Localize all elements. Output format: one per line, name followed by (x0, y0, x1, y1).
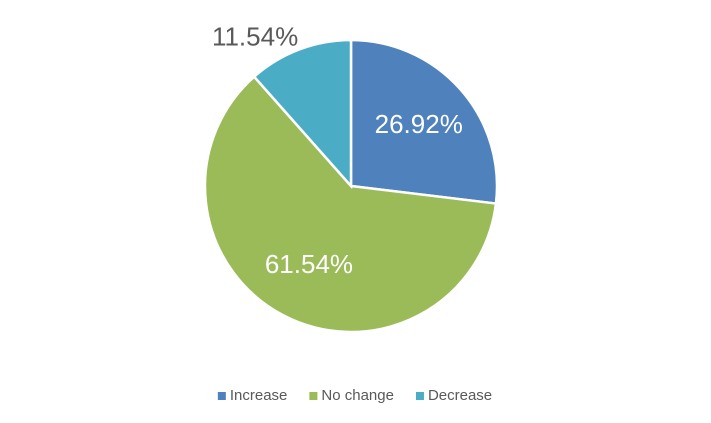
legend-label: No change (321, 387, 394, 404)
pie-slice (349, 38, 499, 205)
legend-label: Decrease (428, 387, 492, 404)
pie-slice (252, 38, 353, 190)
data-label: 61.54% (265, 249, 353, 279)
legend-swatch (309, 392, 318, 400)
pie-slice (203, 74, 498, 334)
legend-swatch (415, 392, 424, 400)
data-label: 26.92% (375, 109, 463, 139)
legend-label: Increase (230, 387, 288, 404)
legend-swatch (217, 392, 226, 400)
data-label: 11.54% (212, 21, 298, 51)
